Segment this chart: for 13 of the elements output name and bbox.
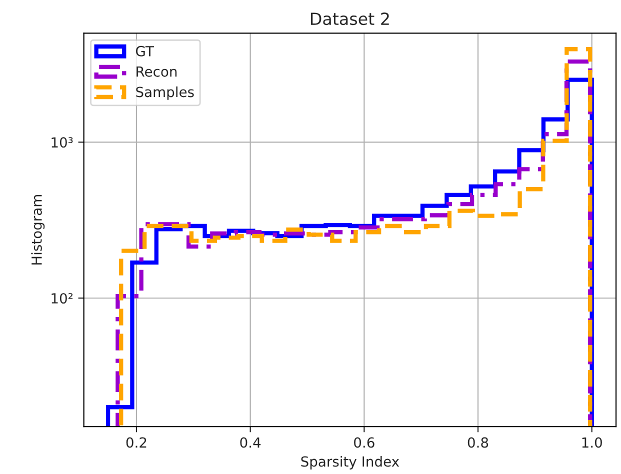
chart-title: Dataset 2 [310,12,389,26]
x-tick-label: 0.6 [354,437,374,448]
x-axis-title: Sparsity Index [301,456,400,470]
x-tick-label: 1.0 [582,437,602,448]
y-tick-label: 10³ [52,137,73,148]
x-tick-label: 0.4 [240,437,261,448]
x-tick-label: 0.2 [126,437,146,448]
y-tick-label: 10² [52,293,73,304]
x-tick-label: 0.8 [468,437,488,448]
legend-label: Recon [136,66,177,77]
y-axis-title: Histogram [31,195,45,265]
legend-label: GT [136,46,154,56]
legend-label: Samples [136,86,194,100]
